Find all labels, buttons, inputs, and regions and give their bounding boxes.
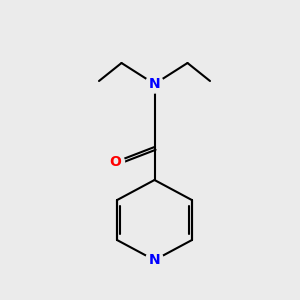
Circle shape <box>146 75 164 93</box>
Text: N: N <box>149 77 160 91</box>
Text: O: O <box>110 155 122 169</box>
Text: N: N <box>149 253 160 267</box>
Circle shape <box>146 251 164 269</box>
Circle shape <box>106 153 124 171</box>
